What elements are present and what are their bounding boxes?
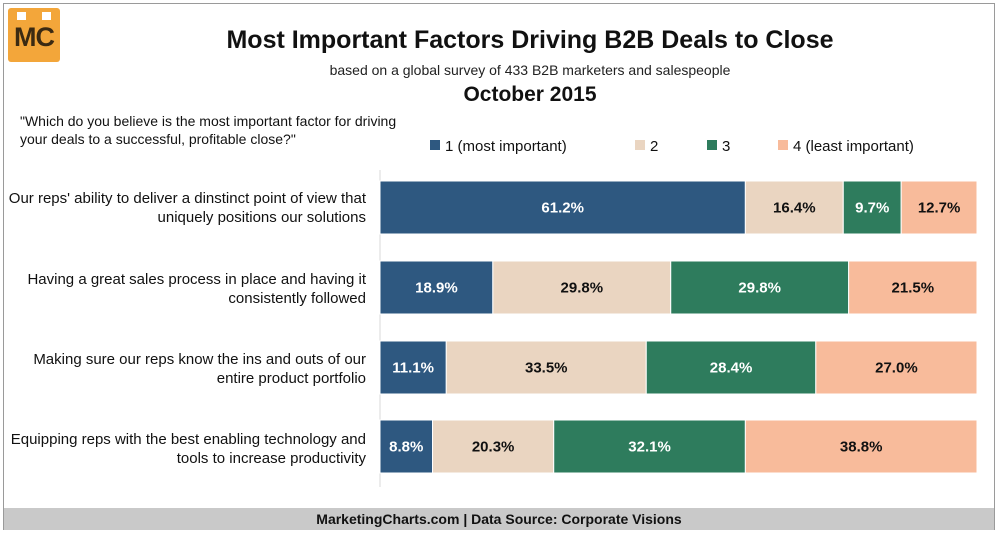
bar-segment-2-4 (848, 260, 978, 315)
data-label-3-1: 11.1% (392, 360, 434, 377)
bar-segment-2-1 (379, 260, 494, 315)
legend-swatch-2 (635, 140, 645, 150)
legend-label-2: 2 (650, 138, 659, 155)
data-label-3-2: 33.5% (525, 360, 568, 377)
bar-segment-3-2 (445, 340, 647, 395)
data-label-2-2: 29.8% (561, 280, 604, 297)
bar-segment-2-2 (492, 260, 672, 315)
category-label-2: Having a great sales process in place an… (27, 271, 366, 307)
legend-swatch-3 (707, 140, 717, 150)
legend-item-1: 1 (most important) (430, 138, 567, 156)
legend-item-2: 2 (635, 138, 658, 156)
data-label-4-4: 38.8% (840, 439, 883, 456)
data-label-3-4: 27.0% (875, 360, 918, 377)
logo-notch-left (17, 12, 26, 20)
category-label-3: Making sure our reps know the ins and ou… (33, 351, 366, 387)
data-label-1-1: 61.2% (541, 200, 584, 217)
data-label-2-1: 18.9% (415, 280, 458, 297)
chart-period: October 2015 (463, 83, 597, 106)
data-label-1-3: 9.7% (855, 200, 889, 217)
bar-segment-4-1 (379, 419, 434, 474)
data-label-3-3: 28.4% (710, 360, 753, 377)
legend-item-4: 4 (least important) (778, 138, 914, 156)
legend-item-3: 3 (707, 138, 730, 156)
footer-source: MarketingCharts.com | Data Source: Corpo… (4, 508, 994, 530)
logo-text: MC (14, 22, 55, 52)
legend-label-1: 1 (most important) (445, 138, 567, 155)
bar-segment-1-1 (379, 180, 746, 235)
bar-segment-3-3 (645, 340, 817, 395)
bar-segment-1-3 (842, 180, 902, 235)
bar-segment-3-1 (379, 340, 447, 395)
bar-segment-4-4 (744, 419, 978, 474)
data-label-2-4: 21.5% (892, 280, 935, 297)
legend-label-4: 4 (least important) (793, 138, 914, 155)
data-label-2-3: 29.8% (738, 280, 781, 297)
bar-segment-1-4 (900, 180, 978, 235)
data-label-4-2: 20.3% (472, 439, 515, 456)
bar-segment-4-2 (432, 419, 555, 474)
data-label-1-4: 12.7% (918, 200, 961, 217)
logo-notch-right (42, 12, 51, 20)
chart-subtitle: based on a global survey of 433 B2B mark… (329, 62, 731, 78)
data-label-4-3: 32.1% (628, 439, 671, 456)
category-label-1: Our reps' ability to deliver a dinstinct… (8, 190, 366, 226)
marketingcharts-logo: MC (8, 8, 60, 62)
bar-segment-3-4 (815, 340, 978, 395)
chart-title: Most Important Factors Driving B2B Deals… (226, 26, 834, 54)
data-label-1-2: 16.4% (773, 200, 816, 217)
legend-swatch-4 (778, 140, 788, 150)
survey-question: "Which do you believe is the most import… (20, 113, 397, 147)
bar-segment-2-3 (670, 260, 850, 315)
legend-swatch-1 (430, 140, 440, 150)
bar-segment-1-2 (744, 180, 844, 235)
data-label-4-1: 8.8% (389, 439, 423, 456)
category-label-4: Equipping reps with the best enabling te… (10, 431, 366, 467)
legend-label-3: 3 (722, 138, 731, 155)
